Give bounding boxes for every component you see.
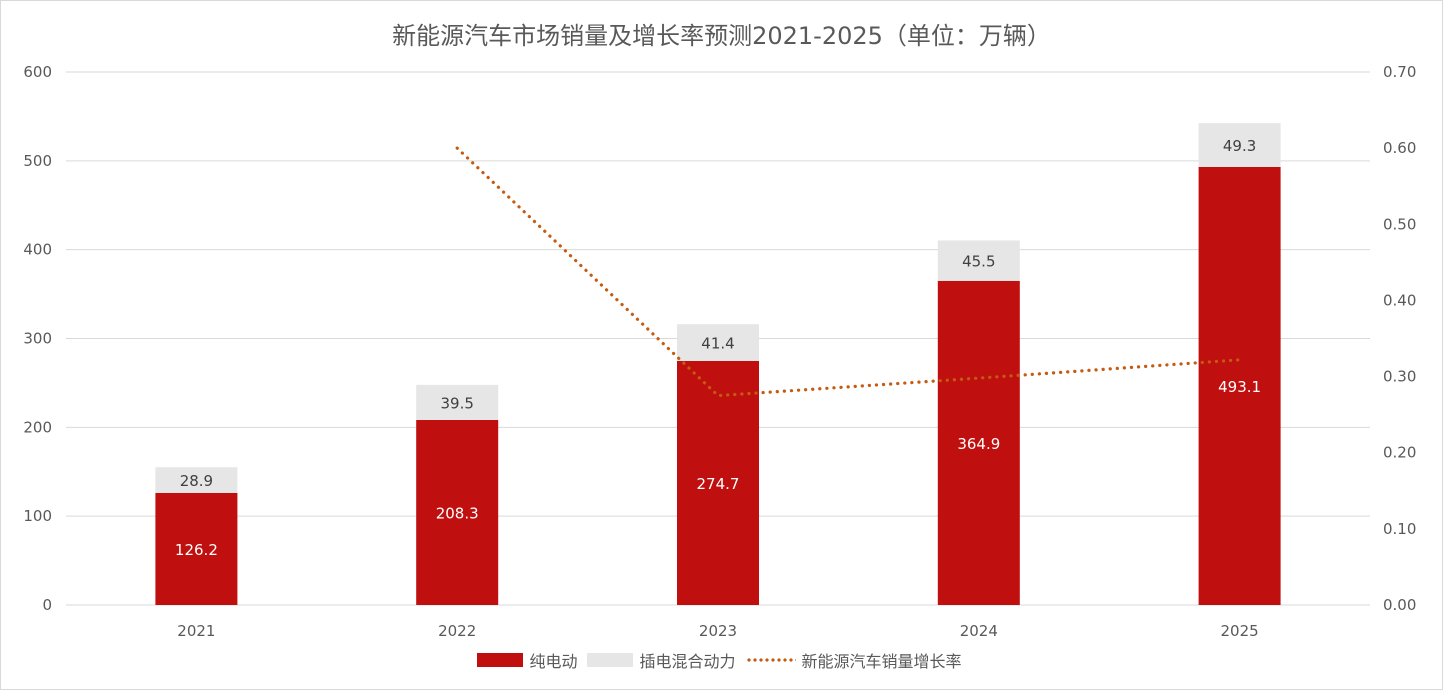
legend-item-bev: 纯电动 — [477, 648, 577, 672]
y-right-tick-label: 0.10 — [1383, 520, 1416, 538]
x-tick-label: 2025 — [1221, 622, 1259, 640]
x-tick-label: 2023 — [699, 622, 737, 640]
bar-bev — [155, 492, 238, 605]
bar-bev — [1198, 166, 1281, 605]
chart-title: 新能源汽车市场销量及增长率预测2021-2025（单位：万辆） — [392, 22, 1051, 50]
data-label-phev: 45.5 — [962, 253, 995, 271]
bar-phev — [155, 467, 238, 493]
data-label-bev: 208.3 — [436, 504, 479, 522]
data-label-bev: 274.7 — [697, 475, 740, 493]
legend-label-bev: 纯电动 — [529, 652, 578, 671]
data-label-phev: 49.3 — [1223, 137, 1256, 155]
y-left-tick-label: 300 — [23, 330, 52, 348]
y-left-tick-label: 100 — [23, 507, 52, 525]
bar-phev — [677, 324, 759, 361]
legend-item-phev: 插电混合动力 — [587, 648, 736, 672]
y-right-tick-label: 0.50 — [1383, 215, 1416, 233]
y-left-tick-label: 0 — [42, 596, 52, 614]
bar-bev — [937, 280, 1020, 605]
bar-phev — [937, 240, 1020, 281]
x-tick-label: 2022 — [438, 622, 476, 640]
bar-phev — [416, 384, 499, 420]
bar-bev — [677, 360, 759, 605]
data-label-bev: 126.2 — [175, 541, 218, 559]
legend-item-growth: 新能源汽车销量增长率 — [745, 648, 962, 672]
data-label-bev: 493.1 — [1218, 378, 1261, 396]
y-right-tick-label: 0.30 — [1383, 368, 1416, 386]
x-tick-label: 2024 — [960, 622, 998, 640]
y-right-tick-label: 0.60 — [1383, 139, 1416, 157]
legend-label-growth: 新能源汽车销量增长率 — [801, 652, 962, 671]
y-right-tick-label: 0.70 — [1383, 63, 1416, 81]
data-label-phev: 28.9 — [180, 472, 213, 490]
y-right-tick-label: 0.40 — [1383, 291, 1416, 309]
legend-swatch-growth — [745, 658, 796, 662]
y-right-tick-label: 0.00 — [1383, 596, 1416, 614]
y-left-tick-label: 200 — [23, 418, 52, 436]
y-left-tick-label: 400 — [23, 241, 52, 259]
y-left-tick-label: 500 — [23, 152, 52, 170]
growth-rate-line — [455, 146, 1242, 398]
legend-swatch-phev — [587, 653, 634, 667]
bar-phev — [1198, 123, 1281, 167]
legend-swatch-bev — [477, 653, 524, 667]
data-label-phev: 39.5 — [440, 394, 473, 412]
data-label-phev: 41.4 — [701, 335, 734, 353]
legend: 纯电动 插电混合动力 新能源汽车销量增长率 — [0, 648, 1443, 672]
data-label-bev: 364.9 — [957, 435, 1000, 453]
x-tick-label: 2021 — [177, 622, 215, 640]
y-left-tick-label: 600 — [23, 63, 52, 81]
bar-bev — [416, 419, 499, 605]
y-right-tick-label: 0.20 — [1383, 444, 1416, 462]
legend-label-phev: 插电混合动力 — [639, 652, 736, 671]
